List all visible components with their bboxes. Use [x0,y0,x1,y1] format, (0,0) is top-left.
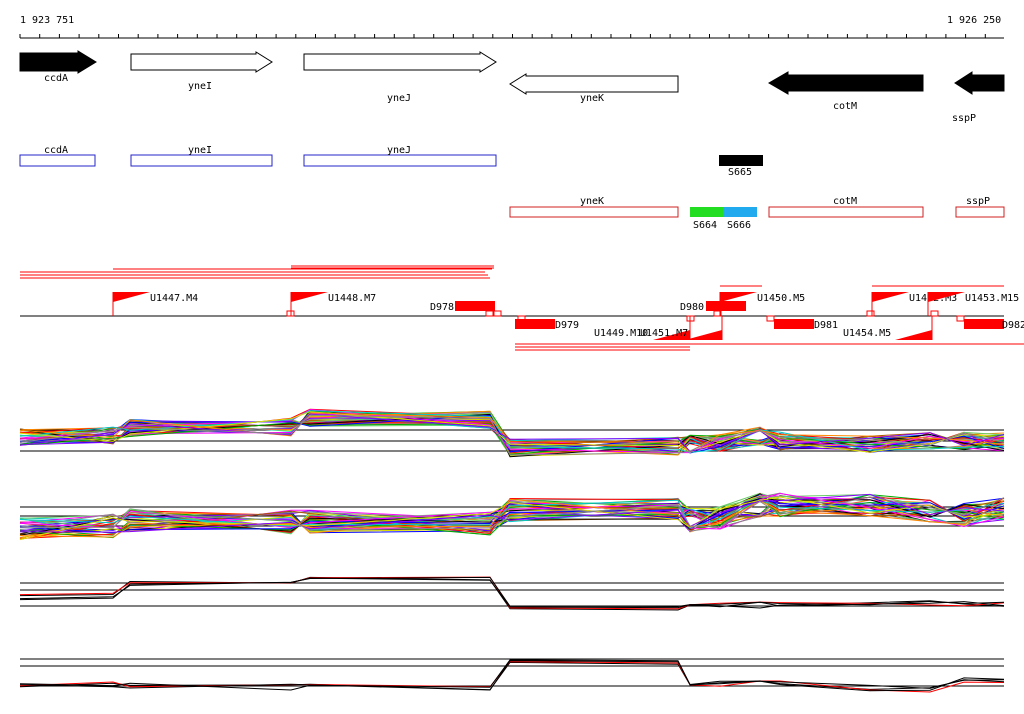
gene-yneI-label: yneI [188,81,212,92]
downstream-marker-D979[interactable]: D979 [515,315,579,331]
upstream-label-8: U1454.M5 [843,328,891,339]
coordinate-ruler: 1 923 751 1 926 250 [19,15,1004,39]
segment-S664-label: S664 [693,220,717,231]
cds-cotM-box[interactable] [768,206,924,218]
cds-forward-track: ccdA yneI yneJ [19,145,497,167]
gene-yneK[interactable]: yneK [509,73,679,104]
gene-cotM-arrow[interactable] [768,71,924,95]
cds-sspP-box[interactable] [955,206,1005,218]
cds-cotM-label: cotM [833,196,857,207]
gene-cotM-label: cotM [833,101,857,112]
expression-series [19,492,1005,532]
upstream-marker-5[interactable]: U1453.M15 [927,292,1019,317]
upstream-label-5: U1453.M15 [965,293,1019,304]
expression-panel-1 [19,408,1005,458]
expression-series [19,659,1005,691]
expression-series [19,499,1005,529]
upstream-marker-7[interactable]: U1451.M7 [640,315,723,340]
expression-series [19,496,1005,533]
cds-ccdA-label: ccdA [44,145,68,156]
expression-series [19,498,1005,534]
segment-S665[interactable] [719,155,763,166]
cds-yneK-box[interactable] [509,206,679,218]
gene-ccdA-label: ccdA [44,73,68,84]
cds-ccdA-box[interactable] [19,154,96,167]
gene-ccdA-arrow[interactable] [19,50,97,74]
gene-ccdA[interactable]: ccdA [19,50,97,84]
expression-series [19,496,1005,541]
upstream-marker-6[interactable]: U1449.M10 [594,316,691,340]
gene-yneJ[interactable]: yneJ [303,51,497,104]
downstream-marker-D981[interactable]: D981 [766,315,838,331]
expression-series [19,493,1005,533]
cds-yneI-label: yneI [188,145,212,156]
ruler-ticks [19,34,986,38]
gene-yneJ-label: yneJ [387,93,411,104]
segment-S666-label: S666 [727,220,751,231]
expression-series [19,411,1005,453]
segment-S664[interactable] [690,207,724,217]
upstream-label-7: U1451.M7 [640,328,688,339]
cds-yneJ-label: yneJ [387,145,411,156]
gene-sspP[interactable]: sspP [952,71,1005,124]
gene-yneJ-arrow[interactable] [303,51,497,73]
cds-yneI-box[interactable] [130,154,273,167]
gene-yneI-arrow[interactable] [130,51,273,73]
expression-series [19,412,1005,453]
downstream-marker-D980[interactable]: D980 [680,301,746,317]
segment-S666[interactable] [724,207,757,217]
downstream-label-D982: D982 [1002,320,1024,331]
gene-yneI[interactable]: yneI [130,51,273,92]
upstream-marker-8[interactable]: U1454.M5 [843,316,933,340]
upstream-label-2: U1448.M7 [328,293,376,304]
gene-sspP-label: sspP [952,113,976,124]
expression-series [19,576,1005,608]
gene-yneK-arrow[interactable] [509,73,679,95]
ruler-end-label: 1 926 250 [947,15,1001,26]
downstream-label-D978: D978 [430,302,454,313]
upstream-marker-1[interactable]: U1447.M4 [112,292,198,316]
segment-S665-label: S665 [728,167,752,178]
upstream-marker-2[interactable]: U1448.M7 [286,292,376,317]
cds-yneK-label: yneK [580,196,604,207]
upstream-label-3: U1450.M5 [757,293,805,304]
gene-sspP-arrow[interactable] [954,71,1005,95]
cds-reverse-track: yneK cotM sspP [509,196,1005,218]
upstream-label-6: U1449.M10 [594,328,648,339]
gene-track: ccdA yneI yneJ yneK cotM sspP [19,50,1005,124]
expression-panel-4 [19,658,1005,693]
segment-track: S665 S664 S666 [690,155,763,231]
expression-panel-3 [19,576,1005,611]
upstream-label-1: U1447.M4 [150,293,198,304]
downstream-label-D979: D979 [555,320,579,331]
gene-yneK-label: yneK [580,93,604,104]
transcript-lines-lower [515,343,1024,351]
expression-series [19,498,1005,538]
expression-series [19,413,1005,452]
transcript-track: U1447.M4 U1448.M7 U1450.M5 U1452.M3 U145… [20,265,1024,351]
downstream-marker-D978[interactable]: D978 [430,301,502,317]
cds-yneJ-box[interactable] [303,154,497,167]
transcript-lines-upper [20,265,494,279]
cds-sspP-label: sspP [966,196,990,207]
expression-panel-2 [19,492,1005,541]
expression-series [19,576,1005,611]
downstream-label-D981: D981 [814,320,838,331]
expression-series [19,414,1005,456]
downstream-label-D980: D980 [680,302,704,313]
gene-cotM[interactable]: cotM [768,71,924,112]
expression-series [19,496,1005,531]
expression-series [19,410,1005,453]
downstream-marker-D982[interactable]: D982 [956,315,1024,331]
ruler-start-label: 1 923 751 [20,15,74,26]
